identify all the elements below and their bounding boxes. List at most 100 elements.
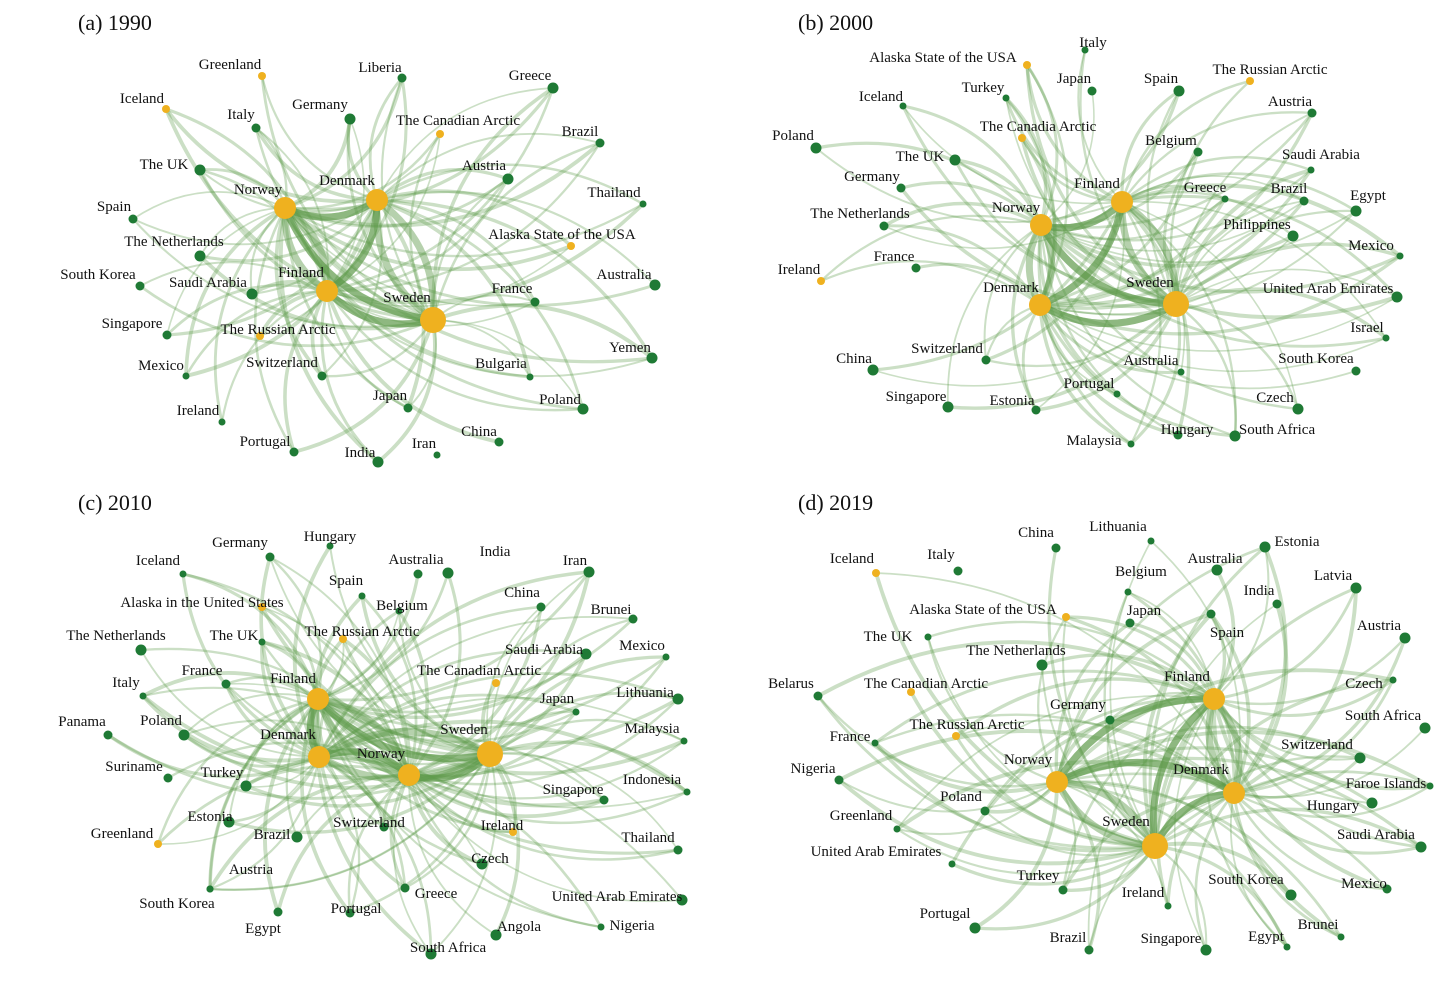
edge-south-korea [208,773,410,890]
label-iran: Iran [563,553,588,569]
edge-the-russian-arctic [341,638,491,756]
label-japan: Japan [1127,603,1162,619]
edge-the-uk [927,636,1156,847]
edge-malaysia [1129,303,1182,446]
edge-singapore [947,302,1178,410]
edge-iran [317,571,591,702]
node-poland [980,806,990,816]
edge-the-russian-arctic [341,637,412,776]
node-mexico [662,653,670,661]
node-spain [358,592,366,600]
edge-austria [1039,112,1314,307]
edge-germany [900,181,1043,227]
edge-greenland [896,781,1058,836]
label-the-russian-arctic: The Russian Arctic [910,717,1025,733]
label-saudi-arabia: Saudi Arabia [505,642,583,658]
edge-egypt [276,773,410,913]
edge-germany [899,186,1177,309]
node-belarus [813,691,823,701]
label-brazil: Brazil [1271,181,1308,197]
node-australia [413,569,423,579]
edge-mexico [488,655,667,755]
node-lithuania [672,693,684,705]
edge-austria [1040,112,1314,229]
edge-germany [284,118,352,210]
edge-france [376,198,537,303]
label-japan: Japan [1057,71,1092,87]
edge-france [224,683,320,759]
edge-poland [376,198,585,410]
label-switzerland: Switzerland [333,815,405,831]
edge-singapore [946,224,1042,408]
label-the-netherlands: The Netherlands [66,628,166,644]
node-panama [103,730,113,740]
edge-indonesia [489,740,689,794]
label-iceland: Iceland [859,89,904,105]
edge-saudi-arabia [1232,791,1422,855]
edge-estonia [1010,224,1043,411]
label-malaysia: Malaysia [1067,433,1122,449]
edge-italy [254,127,434,322]
edge-united-arab-emirates [408,774,683,903]
edge-france [874,713,1235,794]
edge-south-korea [209,753,491,891]
edge-mexico [1174,242,1401,306]
label-brunei: Brunei [591,602,632,618]
edge-estonia [1035,303,1178,412]
edge-egypt [1205,698,1288,948]
label-norway: Norway [357,746,406,762]
edge-belgium [397,610,491,755]
edge-singapore [489,751,605,801]
node-united-arab-emirates [676,894,688,906]
edge-czech [407,774,483,866]
node-the-canadian-arctic [907,688,915,696]
node-china [1051,543,1061,553]
edge-nigeria [407,774,602,929]
node-sweden [477,741,503,767]
edge-china [872,303,1177,387]
label-mexico: Mexico [1348,238,1394,254]
edge-greece [1040,198,1226,241]
node-china [494,437,504,447]
panel-title-2019: (d) 2019 [798,490,873,515]
edge-japan [326,290,409,409]
node-denmark [366,189,388,211]
edge-turkey [245,752,492,808]
edge-estonia [228,752,492,835]
edge-czech [1153,678,1394,847]
edge-united-arab-emirates [1121,194,1399,298]
node-france [871,739,879,747]
node-alaska-in-the-united-states [258,603,266,611]
node-norway [1030,214,1052,236]
edge-japan [283,207,409,410]
edge-saudi-arabia [1056,756,1423,849]
edge-israel [1121,200,1387,339]
edge-spain [132,218,434,328]
edge-sweden [1056,778,1159,848]
edge-germany [1109,719,1235,794]
label-the-netherlands: The Netherlands [124,234,224,250]
edge-the-russian-arctic [1120,79,1251,203]
node-singapore [162,330,172,340]
edge-south-africa [1121,201,1237,437]
label-philippines: Philippines [1223,217,1291,233]
edge-malaysia [316,697,685,776]
edge-denmark [373,199,436,323]
edge-belgium [317,610,400,700]
node-philippines [1287,230,1299,242]
label-spain: Spain [329,573,364,589]
edge-japan [1040,90,1095,226]
edge-greece [431,86,554,321]
node-egypt [273,907,283,917]
edge-bulgaria [376,198,532,378]
node-the-netherlands [879,221,889,231]
label-poland: Poland [772,128,814,144]
edge-egypt [1121,172,1357,213]
edge-panama [107,733,320,779]
node-greece [400,883,410,893]
node-brunei [1337,933,1345,941]
edge-sweden [281,206,434,324]
label-south-africa: South Africa [410,940,487,956]
edge-japan [375,198,426,409]
edge-australia [1121,201,1186,373]
